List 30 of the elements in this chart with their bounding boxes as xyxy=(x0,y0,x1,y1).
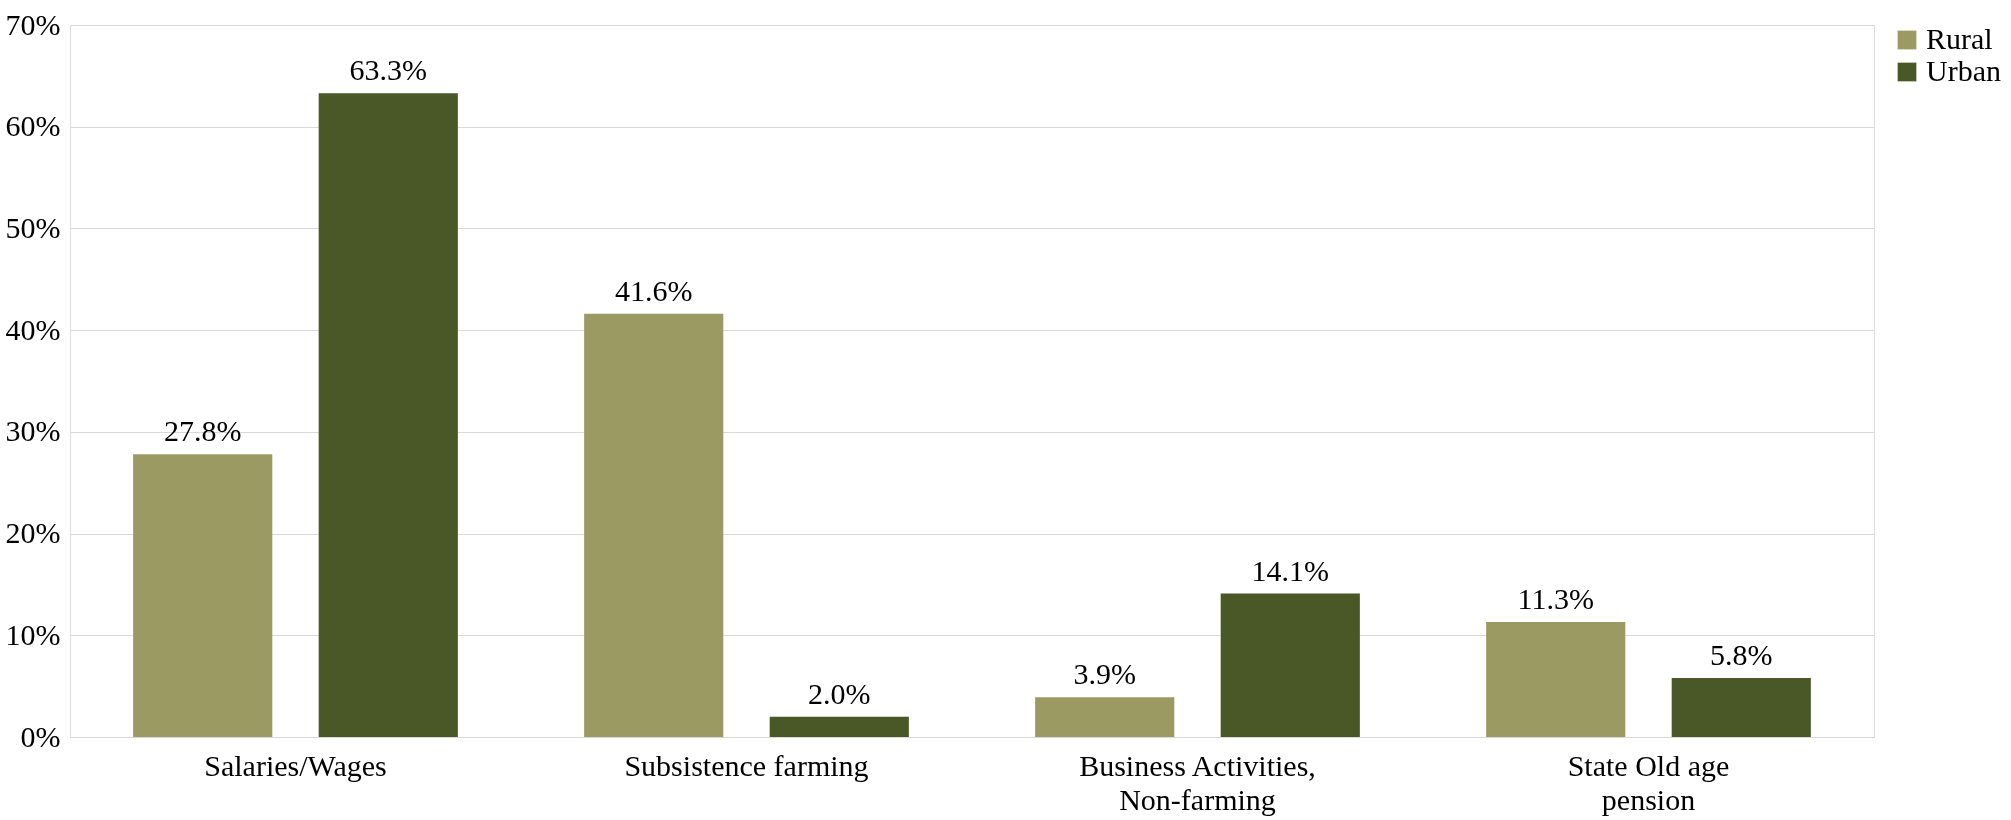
data-label: 2.0% xyxy=(808,676,871,710)
bar xyxy=(769,716,909,737)
data-label: 63.3% xyxy=(349,53,428,87)
legend-label: Urban xyxy=(1926,54,2001,87)
bar xyxy=(318,93,458,737)
data-label: 11.3% xyxy=(1517,582,1594,616)
y-tick-label: 40% xyxy=(5,312,61,346)
bar xyxy=(584,313,724,737)
data-label: 3.9% xyxy=(1073,657,1136,691)
bar xyxy=(1671,678,1811,737)
x-tick-label: Business Activities, Non-farming xyxy=(1079,748,1316,816)
bar xyxy=(133,454,273,737)
bar xyxy=(1486,622,1626,737)
y-tick-label: 20% xyxy=(5,516,61,550)
y-tick-label: 10% xyxy=(5,617,61,651)
y-tick-label: 30% xyxy=(5,414,61,448)
data-label: 5.8% xyxy=(1710,638,1773,672)
x-tick-label: State Old age pension xyxy=(1567,748,1730,816)
data-label: 14.1% xyxy=(1251,553,1330,587)
y-tick-label: 60% xyxy=(5,109,61,143)
y-tick-label: 0% xyxy=(20,719,61,753)
legend-label: Rural xyxy=(1926,22,1993,55)
x-tick-label: Salaries/Wages xyxy=(204,748,387,782)
bar xyxy=(1035,697,1175,737)
data-label: 41.6% xyxy=(614,273,693,307)
y-tick-label: 70% xyxy=(5,7,61,41)
data-label: 27.8% xyxy=(163,414,242,448)
y-tick-label: 50% xyxy=(5,210,61,244)
bar xyxy=(1220,593,1360,737)
x-tick-label: Subsistence farming xyxy=(624,748,869,782)
